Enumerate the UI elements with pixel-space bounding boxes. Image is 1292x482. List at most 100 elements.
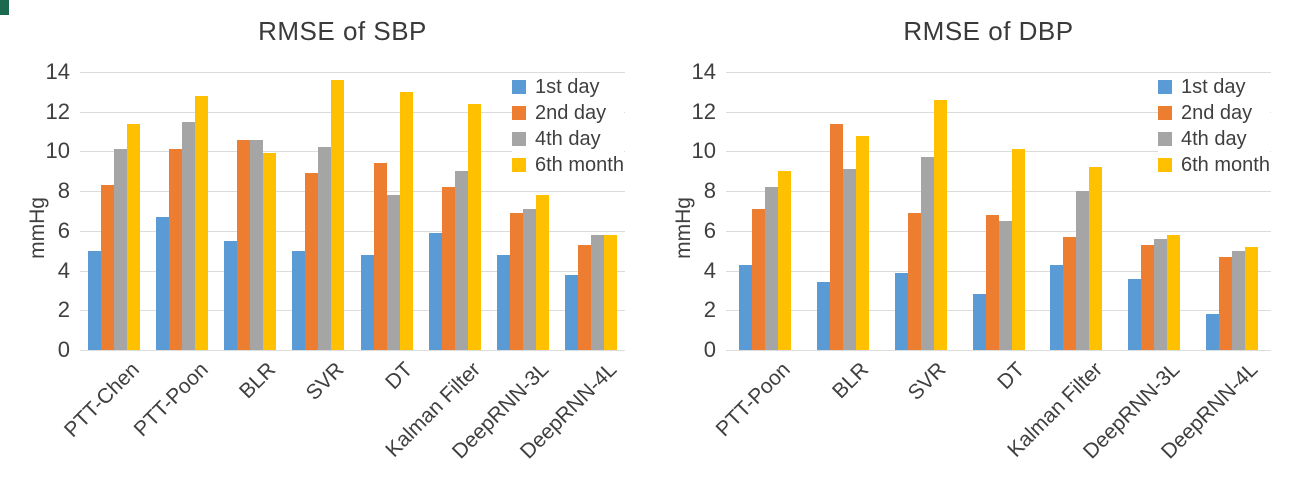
x-axis-label-cell: SVR [882,352,960,477]
bar-1st-day-deeprnn-4l [1206,314,1220,350]
bar-1st-day-ptt-poon [156,217,170,350]
bar-2nd-day-dt [985,215,999,350]
bar-6th-month-svr [933,100,947,350]
y-tick-label: 2 [703,297,716,322]
bar-2nd-day-deeprnn-4l [577,245,591,350]
x-axis-label-dt: DT [992,358,1029,395]
bar-group-deeprnn-3l [489,195,557,350]
bar-1st-day-deeprnn-3l [496,255,510,350]
legend-label: 4th day [535,127,601,150]
bar-1st-day-kalman-filter [428,233,442,350]
y-tick-label: 12 [45,99,70,124]
corner-artifact-mark [0,0,9,15]
gridline [726,72,1271,73]
bar-4th-day-deeprnn-3l [1154,239,1168,350]
bar-4th-day-ptt-poon [764,187,778,350]
bar-2nd-day-ptt-poon [751,209,765,350]
plot-area [726,72,1271,351]
x-axis-label-svr: SVR [301,358,349,405]
legend-swatch-icon [1158,132,1172,146]
bar-4th-day-kalman-filter [454,171,468,350]
y-tick-label: 4 [57,258,70,283]
bar-1st-day-blr [816,282,830,350]
bar-1st-day-ptt-poon [738,265,752,350]
y-tick-label: 6 [703,218,716,243]
chart-rmse-dbp: RMSE of DBP mmHg 0 2 4 6 8 10 12 14 PTT-Poon BLR… [646,0,1292,482]
legend-item-2nd-day: 2nd day [1158,100,1270,126]
x-axis-label-cell: DeepRNN-4L [1157,352,1271,477]
y-tick-label: 8 [57,178,70,203]
chart-title: RMSE of SBP [258,16,427,46]
bar-4th-day-deeprnn-3l [522,209,536,350]
bar-group-svr [284,80,352,350]
chart-title: RMSE of DBP [903,16,1074,46]
bar-1st-day-deeprnn-3l [1128,279,1142,350]
bar-6th-month-deeprnn-3l [535,195,549,350]
bar-1st-day-blr [224,241,238,350]
bar-2nd-day-kalman-filter [1063,237,1077,350]
bar-1st-day-dt [972,294,986,350]
bar-2nd-day-svr [907,213,921,350]
bar-4th-day-svr [318,147,332,350]
bar-2nd-day-dt [373,163,387,350]
legend-item-2nd-day: 2nd day [512,100,624,126]
x-axis-label-cell: PTT-Poon [712,352,804,477]
bar-groups [726,72,1271,350]
legend: 1st day 2nd day 4th day 6th month [1158,74,1270,178]
legend-label: 6th month [1181,153,1270,176]
gridline [80,151,625,152]
gridline [726,151,1271,152]
legend: 1st day 2nd day 4th day 6th month [512,74,624,178]
bar-6th-month-ptt-poon [777,171,791,350]
plot-area [80,72,625,351]
y-tick-label: 14 [45,59,70,84]
bar-2nd-day-svr [305,173,319,350]
x-axis-label-cell: Kalman Filter [1003,352,1115,477]
bar-6th-month-kalman-filter [467,104,481,350]
y-tick-label: 10 [45,138,70,163]
bar-group-dt [353,92,421,350]
x-axis-label-cell: BLR [804,352,882,477]
bar-4th-day-ptt-poon [182,122,196,350]
bar-6th-month-deeprnn-3l [1167,235,1181,350]
legend-item-1st-day: 1st day [1158,74,1270,100]
legend-swatch-icon [1158,106,1172,120]
x-axis-label-cell: DT [960,352,1038,477]
bar-4th-day-blr [842,169,856,350]
x-axis-label-cell: SVR [284,352,352,477]
legend-item-1st-day: 1st day [512,74,624,100]
bar-group-ptt-poon [726,171,804,350]
y-tick-label: 14 [691,59,716,84]
bar-2nd-day-deeprnn-4l [1219,257,1233,350]
y-tick-label: 12 [691,99,716,124]
bar-2nd-day-blr [829,124,843,350]
y-tick-label: 0 [57,337,70,362]
bar-4th-day-svr [920,157,934,350]
bar-4th-day-deeprnn-4l [1232,251,1246,350]
legend-label: 2nd day [1181,101,1253,124]
bar-group-kalman-filter [1037,167,1115,350]
legend-item-6th-month: 6th month [512,152,624,178]
bar-group-kalman-filter [421,104,489,350]
y-tick-label: 0 [703,337,716,362]
y-axis-ticks: 0 2 4 6 8 10 12 14 [0,59,70,362]
x-axis-label-cell: DeepRNN-4L [516,352,625,477]
bar-1st-day-svr [894,273,908,350]
bar-6th-month-deeprnn-4l [1245,247,1259,350]
legend-swatch-icon [512,106,526,120]
legend-swatch-icon [512,158,526,172]
bar-1st-day-dt [360,255,374,350]
legend-item-6th-month: 6th month [1158,152,1270,178]
gridline [726,350,1271,351]
bar-1st-day-svr [292,251,306,350]
bar-1st-day-deeprnn-4l [564,275,578,350]
y-tick-label: 10 [691,138,716,163]
y-tick-label: 8 [703,178,716,203]
bar-6th-month-dt [399,92,413,350]
bar-2nd-day-ptt-chen [101,185,115,350]
legend-label: 1st day [1181,75,1246,98]
gridline [726,112,1271,113]
x-axis-label-cell: BLR [216,352,284,477]
x-axis-label-cell: Kalman Filter [381,352,489,477]
bar-1st-day-kalman-filter [1050,265,1064,350]
